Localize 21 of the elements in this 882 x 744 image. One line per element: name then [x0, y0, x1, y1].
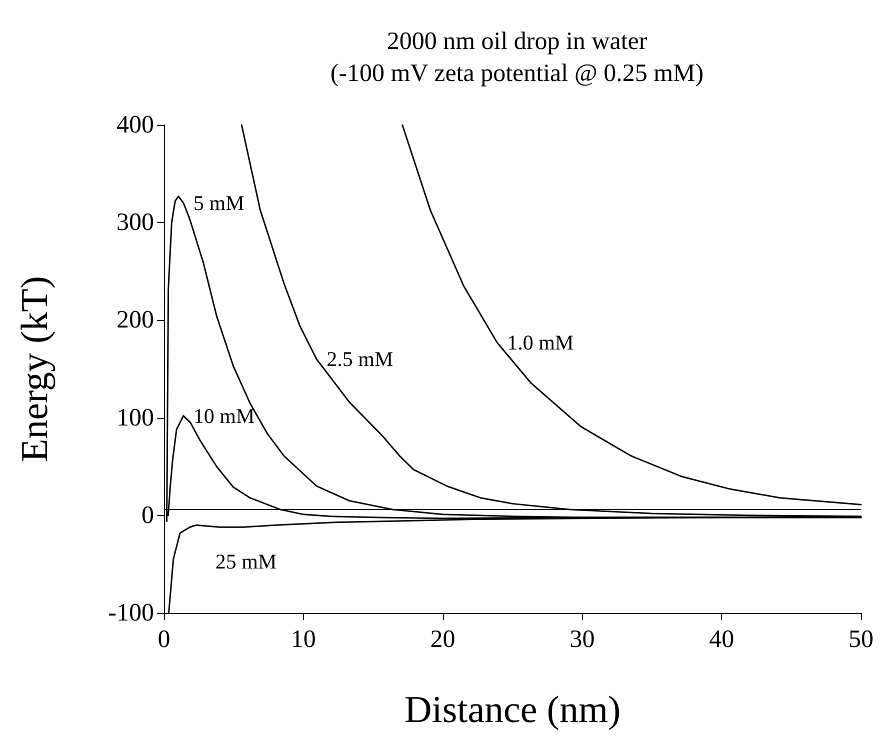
- y-tick-label: 100: [116, 404, 154, 432]
- y-tick-label: 200: [116, 306, 154, 334]
- x-tick-label: 30: [570, 626, 595, 653]
- y-tick-label: 0: [142, 502, 154, 529]
- x-tick-label: 10: [290, 626, 316, 653]
- y-tick-label: 400: [116, 112, 154, 138]
- y-axis-title: Energy (kT): [14, 276, 56, 462]
- series-label: 25 mM: [215, 550, 278, 574]
- series-label: 5 mM: [194, 191, 245, 216]
- y-tick-label: -100: [108, 600, 154, 626]
- x-axis-title: Distance (nm): [404, 689, 621, 731]
- series-label: 10 mM: [193, 404, 255, 428]
- chart-title: 2000 nm oil drop in water: [386, 28, 648, 55]
- x-tick-label: 0: [158, 626, 170, 653]
- series-label: 2.5 mM: [326, 347, 394, 372]
- x-tick-label: 40: [709, 626, 734, 653]
- x-tick-label: 50: [848, 626, 874, 653]
- series-label: 1.0 mM: [507, 330, 574, 355]
- y-tick-label: 300: [116, 209, 154, 236]
- chart-subtitle: (-100 mV zeta potential @ 0.25 mM): [330, 60, 704, 87]
- x-tick-label: 20: [430, 626, 456, 653]
